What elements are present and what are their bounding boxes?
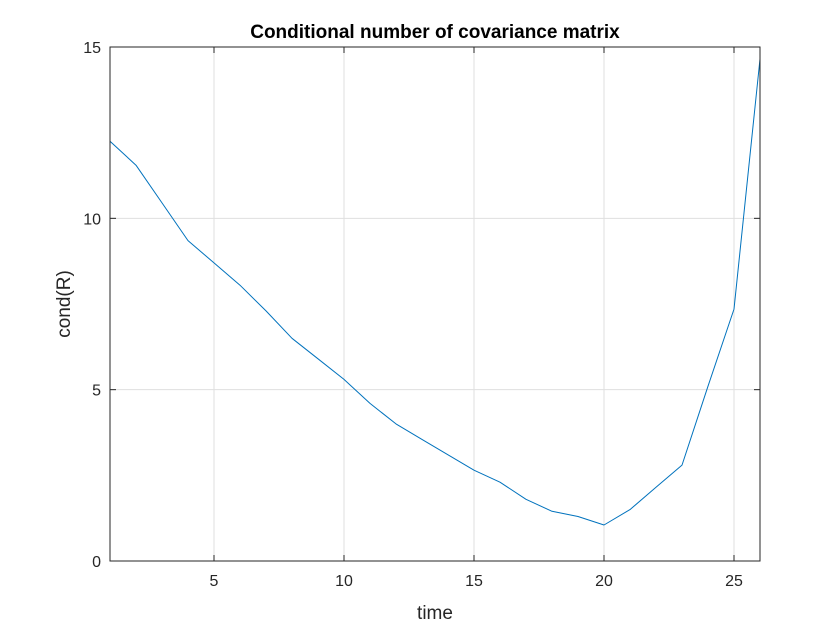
chart-title: Conditional number of covariance matrix [250, 22, 620, 43]
y-axis-label: cond(R) [54, 270, 75, 338]
ticks: 5 10 15 20 25 0 5 10 15 [83, 40, 760, 590]
x-tick-label: 20 [595, 573, 613, 590]
x-tick-label: 25 [725, 573, 743, 590]
x-axis-label: time [417, 603, 453, 624]
y-tick-label: 15 [83, 40, 101, 57]
x-tick-label: 5 [210, 573, 219, 590]
series-layer [109, 58, 761, 526]
y-tick-label: 10 [83, 211, 101, 228]
y-tick-label: 0 [92, 554, 101, 571]
y-tick-label: 5 [92, 383, 101, 400]
plot-frame [109, 46, 761, 562]
plot-background [110, 47, 760, 561]
series-line [109, 58, 761, 526]
x-tick-label: 15 [465, 573, 483, 590]
x-tick-label: 10 [335, 573, 353, 590]
